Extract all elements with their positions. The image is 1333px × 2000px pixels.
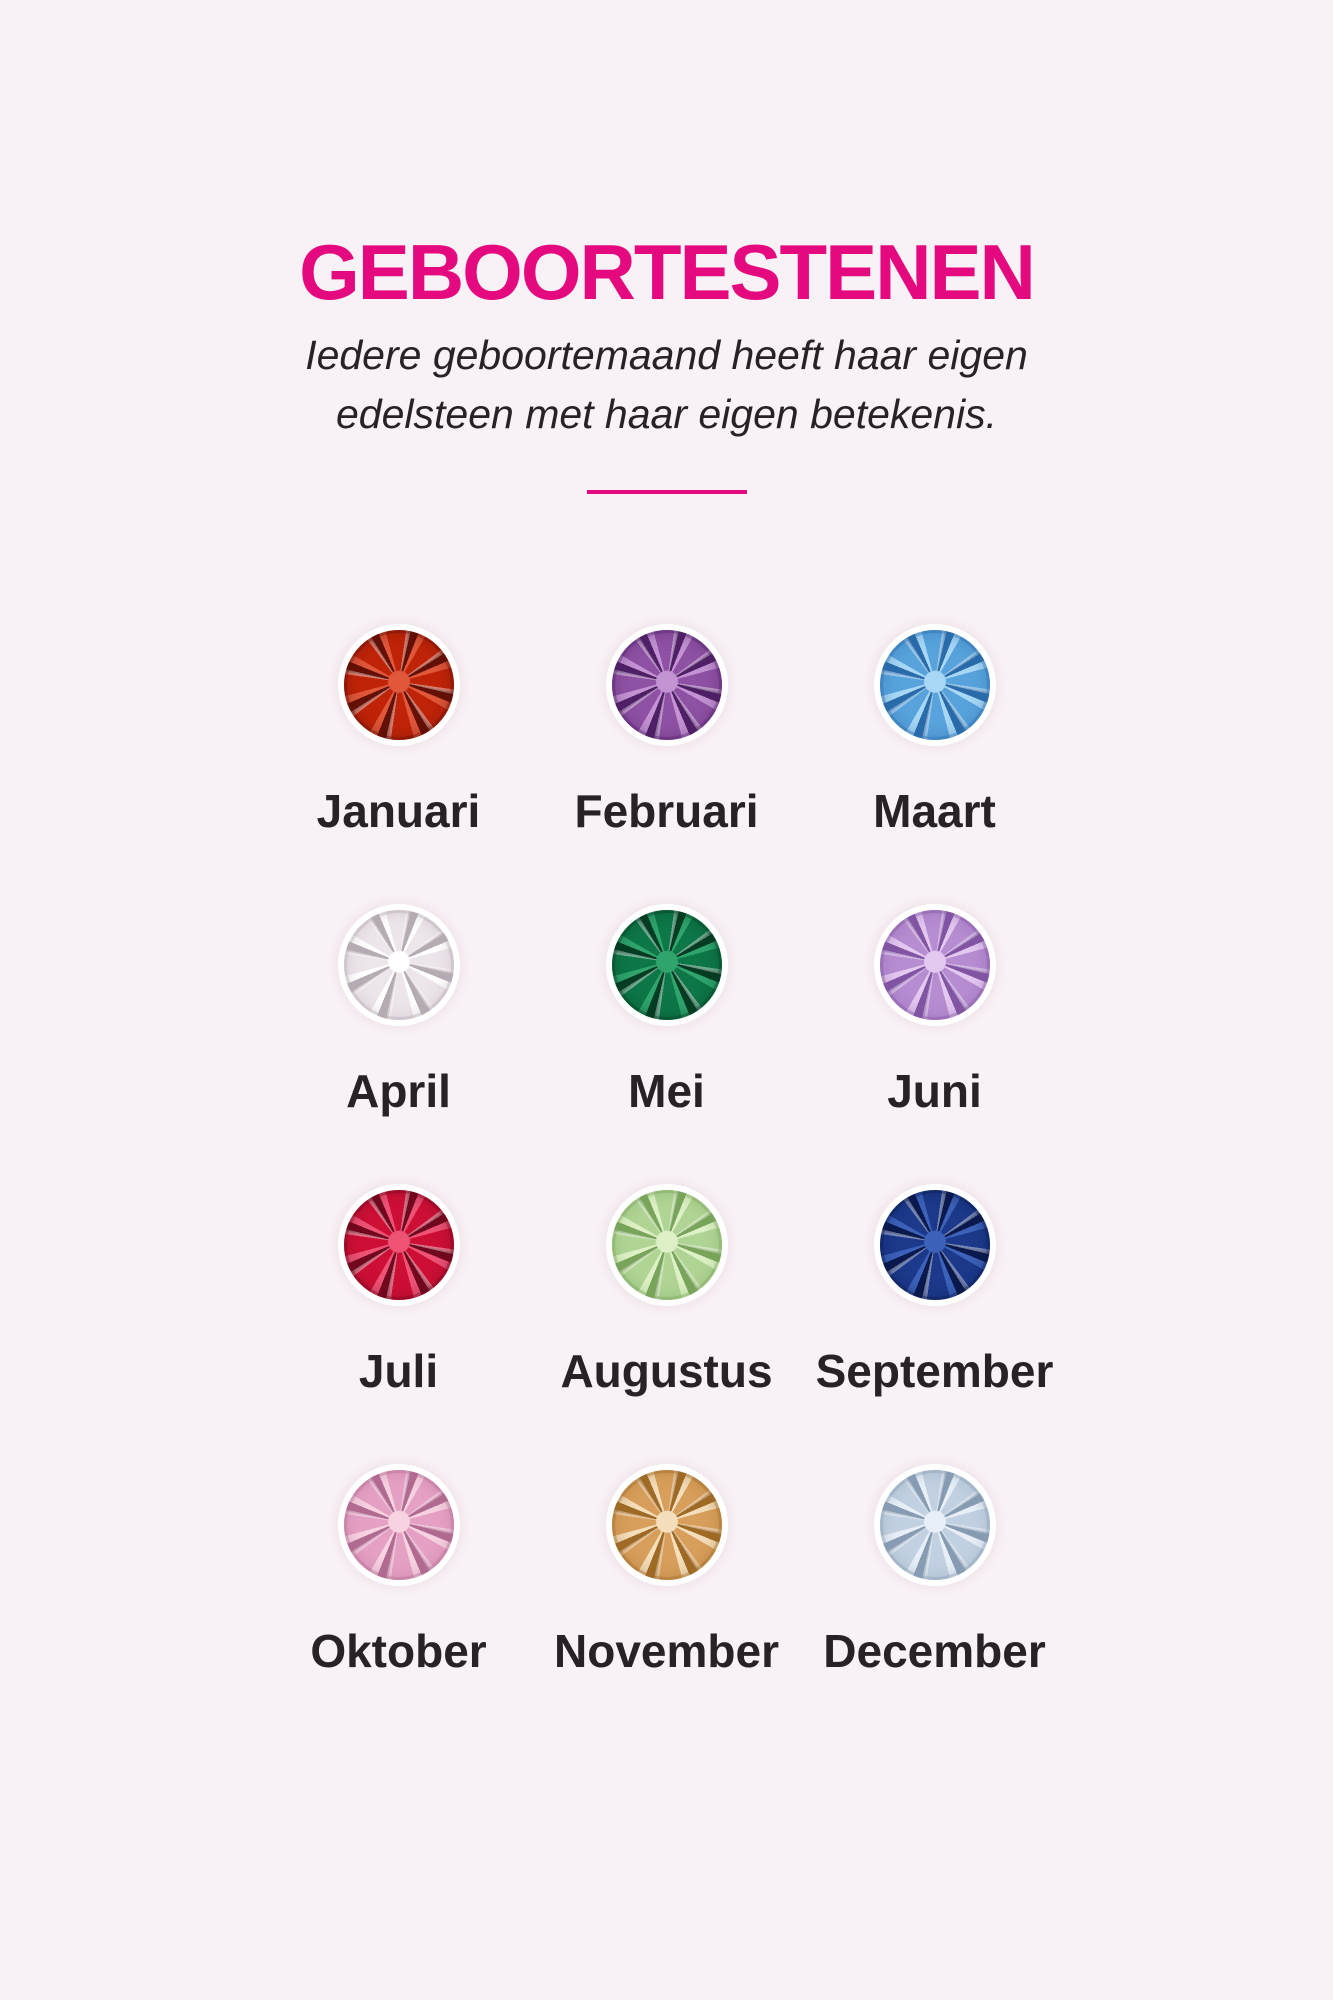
birthstone-item: November	[533, 1464, 801, 1674]
birthstone-item: Augustus	[533, 1184, 801, 1394]
birthstone-item: Juli	[265, 1184, 533, 1394]
birthstone-item: September	[801, 1184, 1069, 1394]
divider-line	[586, 490, 747, 494]
month-label: Augustus	[560, 1345, 773, 1397]
birthstone-item: Mei	[533, 904, 801, 1114]
gem-icon-juli	[337, 1184, 460, 1306]
gem-icon-september	[873, 1184, 996, 1306]
gem-icon-maart	[873, 624, 996, 746]
gem-icon-januari	[337, 624, 460, 746]
birthstone-item: December	[801, 1464, 1069, 1674]
gem-icon-april	[337, 904, 460, 1026]
month-label: Januari	[316, 785, 481, 837]
birthstone-item: Januari	[265, 624, 533, 834]
month-label: Juli	[358, 1345, 439, 1397]
birthstone-item: Oktober	[265, 1464, 533, 1674]
month-label: Maart	[873, 785, 996, 837]
subtitle-line-2: edelsteen met haar eigen betekenis.	[335, 391, 997, 437]
month-label: Oktober	[310, 1625, 487, 1677]
month-label: Mei	[628, 1065, 705, 1117]
gem-icon-februari	[605, 624, 728, 746]
birthstone-item: Maart	[801, 624, 1069, 834]
gem-icon-juni	[873, 904, 996, 1026]
birthstone-grid: Januari Februari Maart April Mei Juni Ju…	[0, 624, 1333, 1674]
birthstone-item: Juni	[801, 904, 1069, 1114]
birthstone-item: Februari	[533, 624, 801, 834]
gem-icon-augustus	[605, 1184, 728, 1306]
month-label: Februari	[574, 785, 759, 837]
gem-icon-mei	[605, 904, 728, 1026]
subtitle: Iedere geboortemaand heeft haar eigen ed…	[0, 326, 1333, 444]
subtitle-line-1: Iedere geboortemaand heeft haar eigen	[305, 332, 1028, 378]
month-label: September	[815, 1345, 1054, 1397]
gem-icon-oktober	[337, 1464, 460, 1586]
birthstone-item: April	[265, 904, 533, 1114]
month-label: Juni	[887, 1065, 982, 1117]
page-title: GEBOORTESTENEN	[299, 228, 1036, 316]
month-label: November	[554, 1625, 779, 1677]
gem-icon-december	[873, 1464, 996, 1586]
month-label: December	[823, 1625, 1046, 1677]
gem-icon-november	[605, 1464, 728, 1586]
month-label: April	[346, 1065, 451, 1117]
